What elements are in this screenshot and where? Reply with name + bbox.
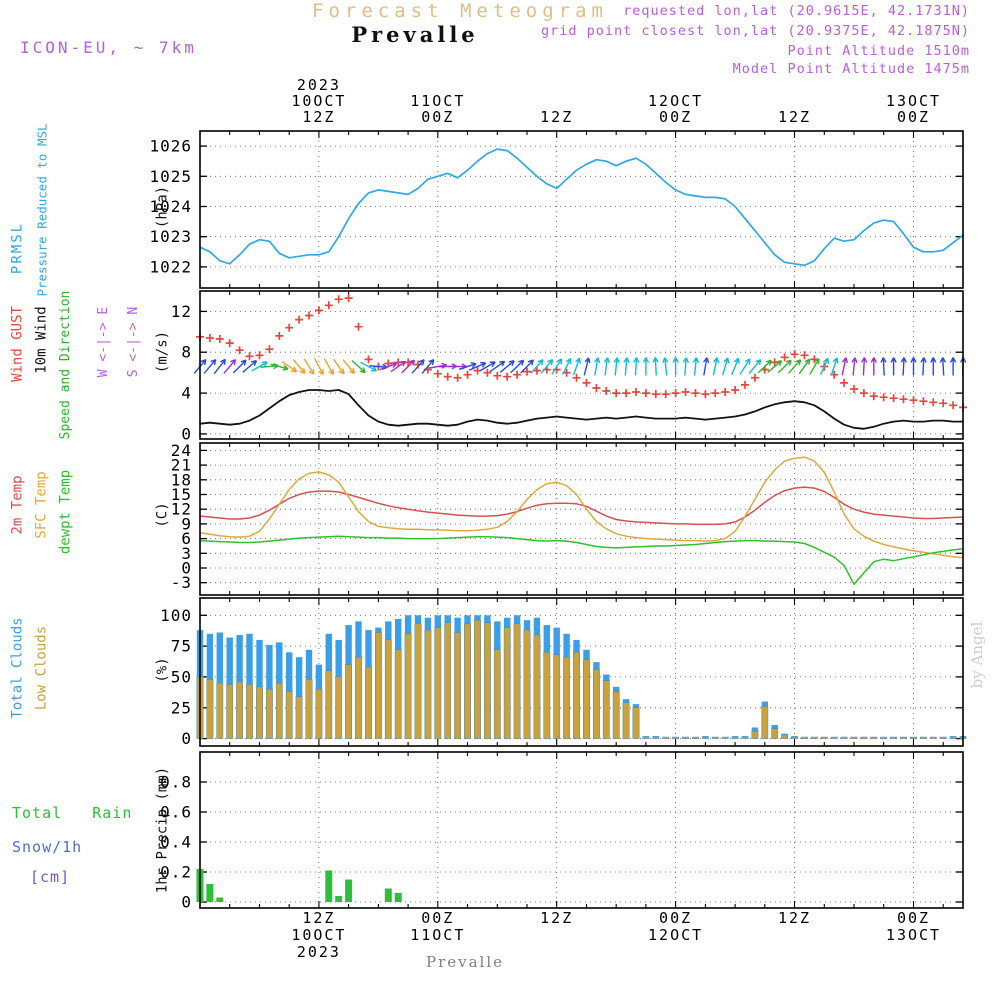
- svg-text:24: 24: [171, 441, 192, 460]
- svg-text:50: 50: [171, 667, 192, 686]
- temp-dewpt-label: dewpt Temp: [57, 469, 74, 555]
- cm-unit-label: [cm]: [30, 868, 71, 886]
- svg-text:13OCT: 13OCT: [886, 926, 941, 944]
- chart-title: Forecast Meteogram: [312, 0, 608, 22]
- svg-text:21: 21: [171, 456, 192, 475]
- svg-text:10OCT: 10OCT: [291, 92, 346, 110]
- svg-text:11OCT: 11OCT: [410, 926, 465, 944]
- wind-10m-label: 10m Wind: [33, 306, 50, 374]
- svg-text:15: 15: [171, 485, 192, 504]
- svg-text:100: 100: [160, 606, 192, 625]
- svg-text:12Z: 12Z: [302, 909, 335, 927]
- svg-text:9: 9: [181, 514, 192, 533]
- svg-text:12Z: 12Z: [540, 108, 573, 126]
- svg-text:00Z: 00Z: [897, 909, 930, 927]
- wind-speed-direction-label: Speed and Direction: [58, 290, 74, 440]
- svg-text:2023: 2023: [297, 943, 341, 961]
- pressure-axis-label: PRMSL: [9, 221, 26, 275]
- low-clouds-label: Low Clouds: [33, 625, 50, 711]
- model-name: ICON-EU, ~ 7km: [20, 38, 197, 57]
- svg-text:1025: 1025: [149, 167, 192, 186]
- svg-text:12Z: 12Z: [540, 909, 573, 927]
- precip-axis-label: 1hr Precip (mm): [154, 766, 171, 894]
- svg-text:0: 0: [181, 424, 192, 443]
- svg-text:4: 4: [181, 384, 192, 403]
- svg-text:1026: 1026: [149, 137, 192, 156]
- svg-text:12: 12: [171, 500, 192, 519]
- svg-text:3: 3: [181, 544, 192, 563]
- svg-text:0.6: 0.6: [160, 803, 192, 822]
- svg-text:12: 12: [171, 302, 192, 321]
- svg-text:12Z: 12Z: [302, 108, 335, 126]
- pressure-axis-sublabel: Pressure Reduced to MSL: [34, 123, 50, 297]
- svg-text:1024: 1024: [149, 197, 192, 216]
- temp-unit-label: (C): [154, 502, 171, 528]
- svg-text:25: 25: [171, 698, 192, 717]
- wind-gust-label: Wind GUST: [9, 306, 26, 382]
- svg-text:8: 8: [181, 343, 192, 362]
- svg-text:13OCT: 13OCT: [886, 92, 941, 110]
- svg-text:0: 0: [181, 559, 192, 578]
- svg-text:1023: 1023: [149, 227, 192, 246]
- watermark: by Angel: [968, 621, 987, 689]
- svg-text:0.8: 0.8: [160, 773, 192, 792]
- svg-text:12Z: 12Z: [778, 108, 811, 126]
- svg-text:12Z: 12Z: [778, 909, 811, 927]
- requested-coords: requested lon,lat (20.9615E, 42.1731N): [623, 3, 970, 19]
- svg-text:12OCT: 12OCT: [648, 926, 703, 944]
- svg-text:11OCT: 11OCT: [410, 92, 465, 110]
- svg-text:2023: 2023: [297, 76, 341, 94]
- total-rain-label: Total Rain: [12, 804, 133, 822]
- clouds-unit-label: (%): [154, 657, 171, 683]
- temp-2m-label: 2m Temp: [9, 475, 26, 535]
- svg-text:12OCT: 12OCT: [648, 92, 703, 110]
- svg-text:00Z: 00Z: [659, 108, 692, 126]
- compass-we-legend: W <-|-> E: [96, 306, 112, 378]
- footer-station-name: Prevalle: [425, 953, 505, 971]
- svg-text:0.2: 0.2: [160, 863, 192, 882]
- total-clouds-label: Total Clouds: [9, 617, 26, 719]
- model-point-altitude: Model Point Altitude 1475m: [732, 61, 970, 77]
- snow-label: Snow/1h: [12, 838, 83, 856]
- svg-text:00Z: 00Z: [659, 909, 692, 927]
- svg-text:10OCT: 10OCT: [291, 926, 346, 944]
- svg-text:00Z: 00Z: [897, 108, 930, 126]
- svg-text:-3: -3: [171, 573, 192, 592]
- wind-unit-label: (m/s): [154, 330, 171, 374]
- svg-text:00Z: 00Z: [421, 909, 454, 927]
- svg-text:6: 6: [181, 529, 192, 548]
- svg-text:00Z: 00Z: [421, 108, 454, 126]
- svg-text:1022: 1022: [149, 257, 192, 276]
- svg-text:0.4: 0.4: [160, 833, 192, 852]
- pressure-unit-label: (hPa): [154, 185, 171, 229]
- svg-text:0: 0: [181, 893, 192, 912]
- compass-sn-legend: S <-|-> N: [126, 306, 142, 378]
- temp-sfc-label: SFC Temp: [33, 471, 50, 539]
- station-name: Prevalle: [351, 22, 479, 47]
- point-altitude: Point Altitude 1510m: [787, 43, 970, 59]
- grid-point-coords: grid point closest lon,lat (20.9375E, 42…: [540, 23, 970, 39]
- svg-text:75: 75: [171, 637, 192, 656]
- svg-text:18: 18: [171, 470, 192, 489]
- svg-text:0: 0: [181, 729, 192, 748]
